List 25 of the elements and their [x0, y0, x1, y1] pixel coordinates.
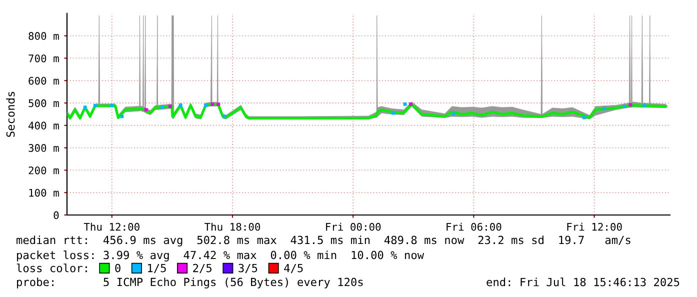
legend-label: 2/5 — [193, 264, 212, 274]
y-tick-label: 100 m — [29, 188, 59, 197]
y-tick-label: 500 m — [28, 99, 59, 108]
y-tick-label: 600 m — [28, 76, 59, 85]
text: packet loss: 3.99 % avg 47.42 % max 0.00 % min 10.00 % now — [17, 250, 424, 262]
x-tick-label: Fri 12:00 — [567, 222, 622, 231]
text: median rtt: 456.9 ms avg 502.8 ms max 431.5 ms min 489.8 ms now 23.2 ms sd 19.7 am/s — [16, 236, 630, 246]
y-tick-label: 200 m — [28, 166, 59, 174]
y-tick-label: 400 m — [28, 122, 59, 130]
legend-title: loss color: — [16, 264, 87, 272]
y-axis-title: Seconds — [6, 92, 15, 137]
legend-label: 1/5 — [148, 264, 166, 274]
x-tick-label: Fri 00:00 — [326, 222, 381, 231]
text: probe: 5 ICMP Echo Pings (56 Bytes) every 120s — [17, 278, 363, 288]
legend-label: 3/5 — [238, 264, 258, 274]
legend-label: 0 — [115, 264, 120, 272]
x-tick-label: Fri 06:00 — [446, 222, 502, 231]
x-tick-label: Thu 18:00 — [204, 222, 260, 231]
text: end: Fri Jul 18 15:46:13 2025 — [486, 278, 680, 286]
legend-label: 4/5 — [284, 264, 303, 274]
y-tick-label: 800 m — [28, 32, 59, 40]
y-tick-label: 0 — [54, 211, 59, 220]
x-tick-label: Thu 12:00 — [84, 222, 140, 231]
y-tick-label: 300 m — [28, 144, 59, 152]
y-tick-label: 700 m — [28, 54, 59, 62]
